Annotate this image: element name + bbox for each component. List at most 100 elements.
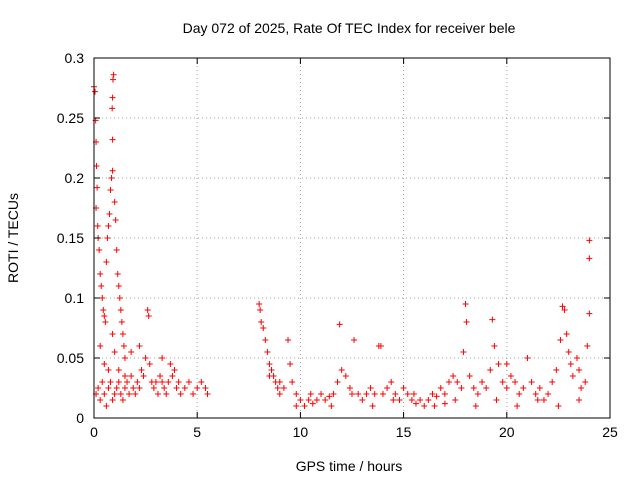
- data-point: [107, 379, 114, 385]
- x-tick-label: 20: [499, 424, 515, 440]
- data-point: [194, 385, 201, 391]
- data-point: [163, 391, 170, 397]
- data-point: [338, 367, 345, 373]
- data-point: [119, 331, 126, 337]
- data-point: [396, 397, 403, 403]
- data-point: [421, 403, 428, 409]
- data-point: [102, 319, 109, 325]
- data-point: [118, 319, 125, 325]
- data-point: [113, 385, 120, 391]
- data-point: [121, 355, 128, 361]
- data-point: [130, 385, 137, 391]
- data-point: [280, 385, 287, 391]
- data-point: [487, 367, 494, 373]
- data-point: [417, 397, 424, 403]
- data-point: [167, 361, 174, 367]
- data-point: [161, 385, 168, 391]
- data-point: [384, 385, 391, 391]
- data-point: [154, 391, 161, 397]
- data-point: [346, 385, 353, 391]
- data-point: [584, 343, 591, 349]
- data-point: [369, 403, 376, 409]
- data-point: [101, 313, 108, 319]
- data-point: [342, 373, 349, 379]
- data-point: [322, 397, 329, 403]
- data-point: [404, 391, 411, 397]
- data-point: [171, 367, 178, 373]
- data-point: [128, 349, 135, 355]
- data-point: [190, 391, 197, 397]
- data-point: [540, 397, 547, 403]
- data-point: [145, 313, 152, 319]
- data-point: [528, 379, 535, 385]
- data-point: [266, 373, 273, 379]
- y-tick-label: 0.15: [57, 230, 84, 246]
- data-point: [412, 400, 419, 407]
- data-point: [390, 397, 397, 403]
- y-tick-label: 0: [76, 410, 84, 426]
- data-point: [126, 391, 133, 397]
- data-point: [503, 385, 510, 391]
- data-point: [446, 379, 453, 385]
- data-point: [503, 361, 510, 367]
- data-point: [111, 199, 118, 205]
- chart-title: Day 072 of 2025, Rate Of TEC Index for r…: [183, 20, 516, 36]
- data-point: [555, 403, 562, 409]
- data-point: [108, 175, 115, 181]
- data-point: [507, 373, 514, 379]
- data-point: [454, 379, 461, 385]
- data-point: [553, 367, 560, 373]
- data-point: [96, 247, 103, 253]
- data-point: [276, 391, 283, 397]
- data-point: [534, 397, 541, 403]
- data-point: [152, 379, 159, 385]
- data-point: [520, 385, 527, 391]
- data-point: [119, 397, 126, 403]
- data-point: [586, 237, 593, 244]
- data-point: [326, 393, 333, 400]
- data-point: [561, 307, 568, 313]
- data-point: [305, 397, 312, 403]
- data-point: [576, 367, 583, 373]
- data-point: [289, 379, 296, 385]
- data-point: [334, 379, 341, 385]
- data-point: [165, 379, 172, 385]
- data-point: [105, 367, 112, 373]
- data-point: [287, 361, 294, 367]
- data-point: [146, 361, 153, 367]
- y-axis-label: ROTI / TECUs: [5, 193, 21, 283]
- data-point: [408, 397, 415, 403]
- data-point: [474, 391, 481, 397]
- data-point: [318, 391, 325, 397]
- data-point: [117, 391, 124, 397]
- data-point: [336, 321, 343, 328]
- data-point: [177, 391, 184, 397]
- data-point: [94, 223, 101, 229]
- data-point: [460, 349, 467, 355]
- data-point: [159, 355, 166, 361]
- data-point: [307, 391, 314, 397]
- data-point: [351, 337, 358, 343]
- data-point: [138, 367, 145, 373]
- data-point: [175, 379, 182, 385]
- data-point: [586, 255, 593, 262]
- data-point: [512, 379, 519, 385]
- data-point: [264, 349, 271, 355]
- data-point: [313, 397, 320, 403]
- data-point: [98, 283, 105, 289]
- data-point: [582, 379, 589, 385]
- data-point: [97, 343, 104, 349]
- y-tick-label: 0.25: [57, 110, 84, 126]
- data-point: [120, 343, 127, 349]
- data-point: [463, 319, 470, 325]
- data-point: [429, 391, 436, 397]
- data-point: [107, 187, 114, 193]
- data-point: [169, 373, 176, 379]
- data-point: [400, 385, 407, 391]
- data-point: [256, 301, 263, 307]
- data-point: [150, 385, 157, 391]
- data-point: [309, 400, 316, 407]
- data-point: [144, 307, 151, 313]
- data-point: [97, 397, 104, 403]
- data-point: [573, 355, 580, 361]
